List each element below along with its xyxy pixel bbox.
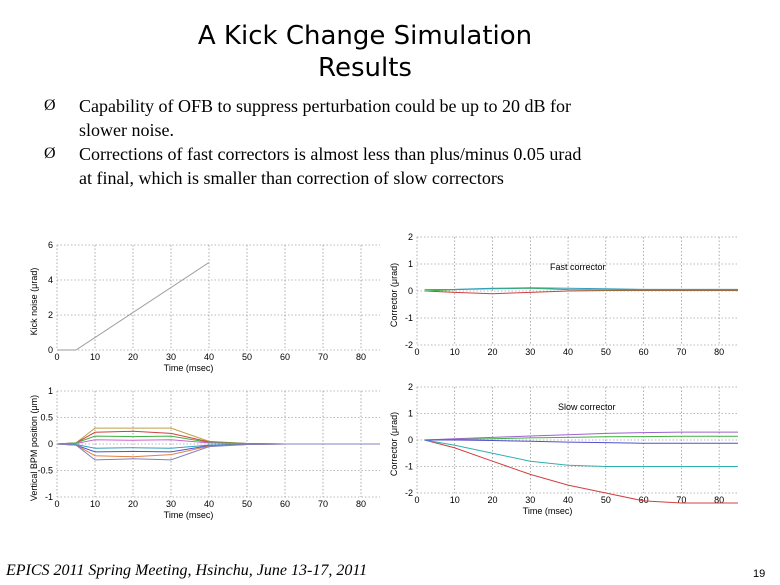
page-number: 19 bbox=[753, 568, 766, 580]
x-tick-label: 10 bbox=[90, 499, 100, 509]
y-tick-label: 0 bbox=[408, 435, 413, 445]
x-tick-label: 80 bbox=[356, 352, 366, 362]
x-tick-label: 10 bbox=[450, 347, 460, 357]
x-tick-label: 80 bbox=[714, 495, 724, 505]
x-tick-label: 30 bbox=[525, 347, 535, 357]
series-line-b8 bbox=[56, 443, 380, 461]
y-tick-label: -1 bbox=[405, 462, 413, 472]
series-line-kick bbox=[57, 262, 210, 351]
x-tick-label: 20 bbox=[128, 499, 138, 509]
x-axis-label: Time (msec) bbox=[164, 510, 214, 520]
y-tick-label: 2 bbox=[48, 310, 53, 320]
chart-annotation: Slow corrector bbox=[558, 402, 616, 412]
x-tick-label: 70 bbox=[676, 347, 686, 357]
bullet-item: Ø Capability of OFB to suppress perturba… bbox=[44, 94, 744, 142]
bullet-text-line: at final, which is smaller than correcti… bbox=[79, 168, 504, 188]
x-tick-label: 10 bbox=[90, 352, 100, 362]
x-tick-label: 50 bbox=[242, 352, 252, 362]
x-tick-label: 40 bbox=[563, 495, 573, 505]
series-line-f1 bbox=[424, 290, 738, 295]
y-axis-label: Corrector (μrad) bbox=[389, 263, 399, 327]
y-axis-label: Vertical BPM position (μm) bbox=[29, 395, 39, 501]
y-tick-label: 2 bbox=[408, 382, 413, 392]
x-tick-label: 40 bbox=[204, 499, 214, 509]
x-tick-label: 0 bbox=[54, 352, 59, 362]
x-tick-label: 30 bbox=[166, 499, 176, 509]
slide-title: A Kick Change Simulation Results bbox=[160, 20, 570, 84]
series-line-b2 bbox=[56, 430, 380, 445]
y-tick-label: 0 bbox=[408, 286, 413, 296]
y-tick-label: 1 bbox=[408, 259, 413, 269]
y-tick-label: 0 bbox=[48, 345, 53, 355]
series-line-s5 bbox=[424, 439, 738, 444]
x-tick-label: 40 bbox=[204, 352, 214, 362]
bullet-text-line: Corrections of fast correctors is almost… bbox=[79, 144, 582, 164]
y-tick-label: 4 bbox=[48, 275, 53, 285]
y-tick-label: -1 bbox=[45, 492, 53, 502]
x-tick-label: 60 bbox=[639, 347, 649, 357]
y-tick-label: 2 bbox=[408, 232, 413, 242]
x-tick-label: 20 bbox=[488, 347, 498, 357]
series-line-s2 bbox=[424, 439, 738, 467]
x-tick-label: 80 bbox=[356, 499, 366, 509]
slide-title-line1: A Kick Change Simulation bbox=[197, 21, 533, 51]
x-tick-label: 60 bbox=[280, 352, 290, 362]
y-tick-label: 0.5 bbox=[40, 413, 53, 423]
x-tick-label: 20 bbox=[488, 495, 498, 505]
x-tick-label: 0 bbox=[414, 495, 419, 505]
x-tick-label: 60 bbox=[280, 499, 290, 509]
chart-annotation: Fast corrector bbox=[550, 262, 606, 272]
x-tick-label: 50 bbox=[601, 347, 611, 357]
y-axis-label: Corrector (μrad) bbox=[389, 412, 399, 476]
x-tick-label: 70 bbox=[676, 495, 686, 505]
footer-text: EPICS 2011 Spring Meeting, Hsinchu, June… bbox=[6, 562, 368, 579]
arrow-bullet-icon: Ø bbox=[44, 145, 56, 162]
x-tick-label: 50 bbox=[242, 499, 252, 509]
x-tick-label: 40 bbox=[563, 347, 573, 357]
x-tick-label: 60 bbox=[639, 495, 649, 505]
series-line-s1 bbox=[424, 439, 738, 504]
slide-title-line2: Results bbox=[318, 53, 412, 83]
x-tick-label: 30 bbox=[166, 352, 176, 362]
x-tick-label: 0 bbox=[54, 499, 59, 509]
y-tick-label: 1 bbox=[408, 409, 413, 419]
series-line-s3 bbox=[424, 431, 738, 441]
x-tick-label: 10 bbox=[450, 495, 460, 505]
y-tick-label: -2 bbox=[405, 340, 413, 350]
y-tick-label: -0.5 bbox=[37, 466, 53, 476]
bullet-text-line: Capability of OFB to suppress perturbati… bbox=[79, 96, 571, 116]
y-tick-label: 6 bbox=[48, 240, 53, 250]
x-tick-label: 80 bbox=[714, 347, 724, 357]
y-tick-label: 0 bbox=[48, 439, 53, 449]
x-tick-label: 0 bbox=[414, 347, 419, 357]
x-tick-label: 20 bbox=[128, 352, 138, 362]
x-tick-label: 70 bbox=[318, 352, 328, 362]
arrow-bullet-icon: Ø bbox=[44, 97, 56, 114]
bullet-text-line: slower noise. bbox=[79, 120, 174, 140]
x-tick-label: 50 bbox=[601, 495, 611, 505]
y-tick-label: 1 bbox=[48, 386, 53, 396]
x-axis-label: Time (msec) bbox=[523, 506, 573, 516]
x-axis-label: Time (msec) bbox=[164, 363, 214, 373]
series-line-s4 bbox=[424, 435, 738, 441]
bullet-item: Ø Corrections of fast correctors is almo… bbox=[44, 142, 744, 190]
x-tick-label: 30 bbox=[525, 495, 535, 505]
y-tick-label: -2 bbox=[405, 488, 413, 498]
x-tick-label: 70 bbox=[318, 499, 328, 509]
y-axis-label: Kick noise (μrad) bbox=[29, 268, 39, 336]
bullet-list: Ø Capability of OFB to suppress perturba… bbox=[44, 94, 744, 190]
series-line-f3 bbox=[424, 287, 738, 291]
y-tick-label: -1 bbox=[405, 313, 413, 323]
